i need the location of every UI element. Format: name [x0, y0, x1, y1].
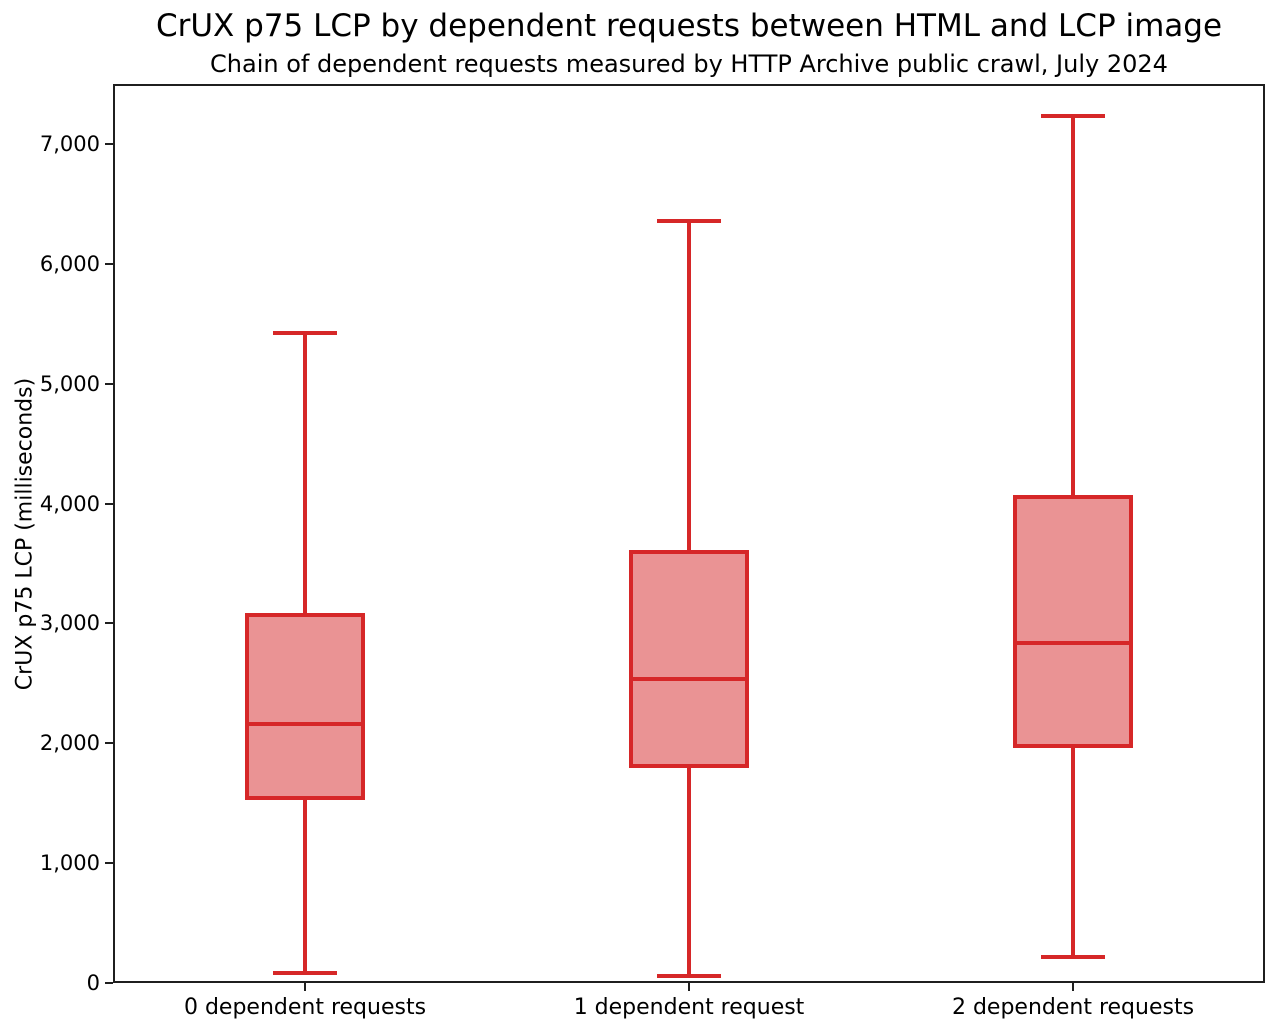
y-tick-mark	[105, 862, 113, 865]
lower-whisker-cap	[657, 973, 721, 978]
y-tick-label: 2,000	[39, 731, 100, 756]
y-tick-label: 6,000	[39, 251, 100, 276]
lower-whisker	[687, 768, 691, 976]
lower-whisker-cap	[1041, 955, 1105, 960]
y-tick-mark	[105, 982, 113, 984]
x-tick-mark	[1072, 983, 1074, 991]
x-tick-mark	[688, 983, 690, 991]
chart-subtitle: Chain of dependent requests measured by …	[210, 50, 1168, 78]
plot-area	[113, 84, 1265, 983]
box-iqr	[245, 612, 365, 800]
box-iqr	[1013, 494, 1133, 749]
median-line	[629, 676, 749, 681]
y-tick-label: 3,000	[39, 611, 100, 636]
box-iqr	[629, 549, 749, 769]
x-tick-mark	[304, 983, 306, 991]
upper-whisker-cap	[657, 218, 721, 223]
y-tick-mark	[105, 382, 113, 385]
upper-whisker	[1071, 116, 1075, 495]
upper-whisker-cap	[1041, 114, 1105, 119]
y-tick-mark	[105, 742, 113, 745]
median-line	[245, 722, 365, 727]
y-tick-label: 5,000	[39, 371, 100, 396]
x-tick-label: 2 dependent requests	[951, 995, 1195, 1020]
x-tick-label: 1 dependent request	[573, 995, 805, 1020]
y-tick-mark	[105, 622, 113, 625]
chart-title: CrUX p75 LCP by dependent requests betwe…	[155, 8, 1223, 44]
upper-whisker-cap	[273, 330, 337, 335]
median-line	[1013, 640, 1133, 645]
y-tick-mark	[105, 502, 113, 505]
y-tick-label: 0	[86, 971, 100, 995]
y-tick-mark	[105, 142, 113, 145]
upper-whisker	[687, 220, 691, 550]
lower-whisker-cap	[273, 971, 337, 976]
y-axis-label: CrUX p75 LCP (milliseconds)	[12, 377, 38, 691]
lower-whisker	[303, 799, 307, 974]
y-tick-mark	[105, 262, 113, 265]
x-tick-label: 0 dependent requests	[183, 995, 427, 1020]
upper-whisker	[303, 332, 307, 613]
lower-whisker	[1071, 748, 1075, 958]
y-tick-label: 7,000	[39, 131, 100, 156]
y-tick-label: 1,000	[39, 851, 100, 876]
y-tick-label: 4,000	[39, 491, 100, 516]
